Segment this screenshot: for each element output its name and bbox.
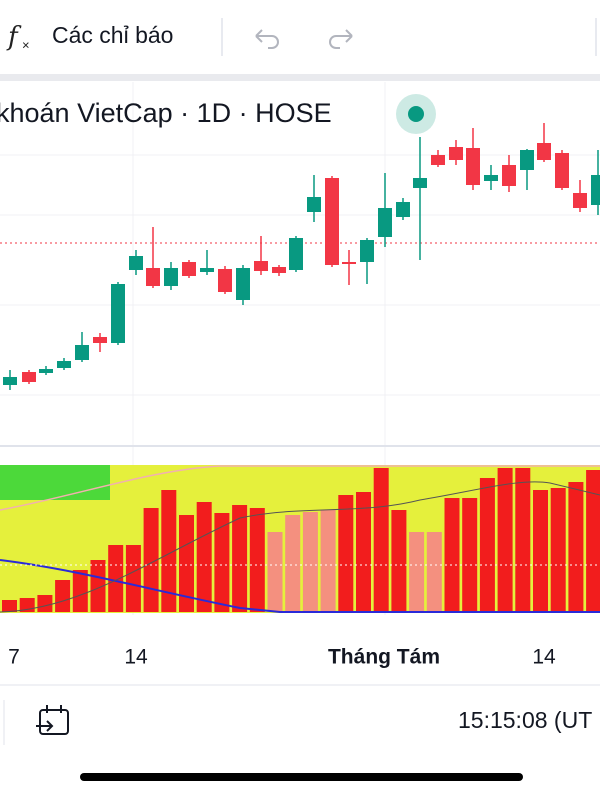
volume-bar [108, 545, 124, 612]
candle-body [466, 148, 480, 185]
time-label: Tháng Tám [328, 646, 440, 669]
indicator-line [0, 465, 600, 511]
candle-body [129, 256, 143, 270]
volume-bar [2, 600, 17, 612]
candle-body [182, 262, 196, 276]
time-label: 14 [124, 646, 148, 669]
volume-bar [196, 502, 212, 612]
volume-bar [533, 490, 548, 612]
volume-bar [302, 512, 318, 612]
candle-body [431, 155, 445, 165]
volume-bar [285, 515, 301, 612]
volume-bar [161, 490, 177, 612]
candle-body [146, 268, 160, 286]
fx-icon[interactable]: f [6, 22, 22, 52]
candle-body [289, 238, 303, 270]
time-axis: 7 14 Tháng Tám 14 [8, 646, 556, 669]
indicator-zone [0, 465, 110, 500]
volume-bar [90, 560, 106, 612]
candle-body [22, 372, 36, 382]
clock: 15:15:08 (UT [458, 707, 592, 733]
candle-body [39, 369, 53, 373]
candle-body [236, 268, 250, 300]
volume-bar [214, 513, 230, 612]
candle-body [57, 361, 71, 368]
volume-bar [232, 505, 248, 612]
volume-bar [426, 532, 442, 612]
candle-body [75, 345, 89, 360]
indicator-line [0, 559, 600, 613]
volume-bar [550, 488, 566, 612]
candle-body [3, 377, 17, 385]
volume-bar [267, 532, 283, 612]
candle-body [378, 208, 392, 237]
volume-bar [373, 468, 389, 612]
date-range-icon[interactable] [36, 705, 69, 735]
volume-bar [479, 478, 495, 612]
pane-divider [0, 74, 600, 81]
volume-bar [444, 498, 460, 612]
candle-body [520, 150, 534, 170]
volume-bar [515, 468, 531, 612]
undo-button[interactable] [255, 29, 279, 49]
volume-bar [338, 495, 354, 612]
candle-body [360, 240, 374, 262]
price-pane [0, 82, 600, 615]
candle-body [537, 143, 551, 160]
candle-body [413, 178, 427, 188]
volume-bar [72, 570, 88, 612]
volume-bar [249, 508, 265, 612]
candle-body [164, 268, 178, 286]
fx-icon-x: × [22, 37, 30, 52]
indicator-line [0, 481, 600, 613]
volume-bar [391, 510, 407, 612]
volume-bar [125, 545, 141, 612]
volume-bar [568, 482, 584, 612]
volume-bar [320, 510, 336, 612]
indicators-button[interactable]: Các chỉ báo [52, 22, 173, 48]
symbol-legend: khoán VietCap · 1D · HOSE [0, 98, 332, 128]
candle-body [449, 147, 463, 160]
candle-body [484, 175, 498, 181]
candle-body [218, 269, 232, 292]
candle-body [200, 268, 214, 272]
candle-body [254, 261, 268, 271]
volume-bar [356, 492, 371, 612]
redo-button[interactable] [329, 29, 353, 49]
candle-body [307, 197, 321, 212]
toolbar: f × Các chỉ báo [6, 18, 597, 56]
candle-body [325, 178, 339, 265]
candle-body [93, 337, 107, 343]
volume-bar [143, 508, 159, 612]
candle-body [396, 202, 410, 217]
time-label: 14 [532, 646, 556, 669]
volume-bar [462, 498, 478, 612]
candle-body [111, 284, 125, 343]
home-indicator [80, 773, 523, 781]
candle-body [573, 193, 587, 208]
volume-bar [409, 532, 425, 612]
candle-body [591, 175, 600, 205]
volume-bar [586, 470, 600, 612]
candle-body [502, 165, 516, 186]
volume-bar [37, 595, 53, 612]
candle-body [555, 153, 569, 188]
candle-body [342, 262, 356, 264]
market-status-dot[interactable] [408, 106, 424, 122]
candle-body [272, 267, 286, 273]
volume-bar [497, 468, 513, 612]
time-label: 7 [8, 646, 20, 669]
volume-bar [179, 515, 194, 612]
volume-bar [55, 580, 71, 612]
